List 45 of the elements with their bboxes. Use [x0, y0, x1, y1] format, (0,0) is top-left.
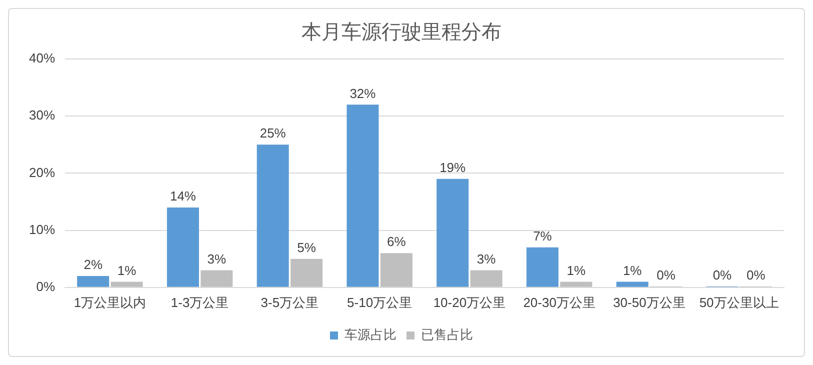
legend-label: 车源占比: [344, 327, 396, 342]
y-tick-label: 0%: [36, 278, 56, 294]
data-label: 3%: [476, 251, 496, 266]
bar: [380, 253, 412, 287]
data-label: 0%: [656, 267, 676, 282]
data-label: 7%: [533, 228, 552, 244]
data-label: 0%: [712, 267, 732, 282]
y-tick-label: 20%: [28, 164, 56, 180]
x-tick-label: 1万公里以内: [74, 294, 146, 310]
data-label: 6%: [387, 234, 406, 250]
data-label: 32%: [350, 86, 376, 101]
bar: [200, 270, 233, 287]
data-label: 3%: [207, 251, 227, 266]
data-label: 25%: [260, 126, 286, 141]
bar: [110, 282, 143, 287]
x-tick-label: 3-5万公里: [260, 294, 319, 310]
bar: [256, 144, 289, 287]
data-label: 5%: [297, 240, 316, 255]
x-tick-label: 5-10万公里: [347, 294, 412, 310]
x-tick-label: 1-3万公里: [170, 294, 229, 310]
data-label: 1%: [117, 262, 137, 278]
y-tick-label: 30%: [28, 108, 56, 123]
bar: [166, 207, 199, 287]
bar: [470, 270, 502, 287]
bar: [560, 282, 592, 287]
bar: [77, 276, 110, 287]
bar: [290, 258, 323, 287]
x-tick-label: 30-50万公里: [613, 294, 686, 310]
x-tick-label: 20-30万公里: [523, 294, 596, 310]
y-tick-label: 40%: [28, 50, 56, 66]
bar: [526, 247, 558, 287]
x-tick-label: 10-20万公里: [433, 294, 506, 310]
data-label: 1%: [622, 262, 642, 278]
bar: [616, 282, 648, 287]
chart-title: 本月车源行驶里程分布: [302, 22, 502, 44]
data-label: 1%: [566, 262, 586, 278]
data-label: 2%: [84, 257, 103, 272]
bar: [346, 104, 379, 287]
x-tick-label: 50万公里以上: [699, 294, 779, 310]
data-label: 0%: [746, 267, 766, 282]
legend-label: 已售占比: [421, 327, 473, 342]
data-label: 14%: [170, 188, 196, 204]
data-label: 19%: [440, 160, 466, 175]
bar: [436, 178, 469, 287]
y-tick-label: 10%: [28, 222, 56, 237]
